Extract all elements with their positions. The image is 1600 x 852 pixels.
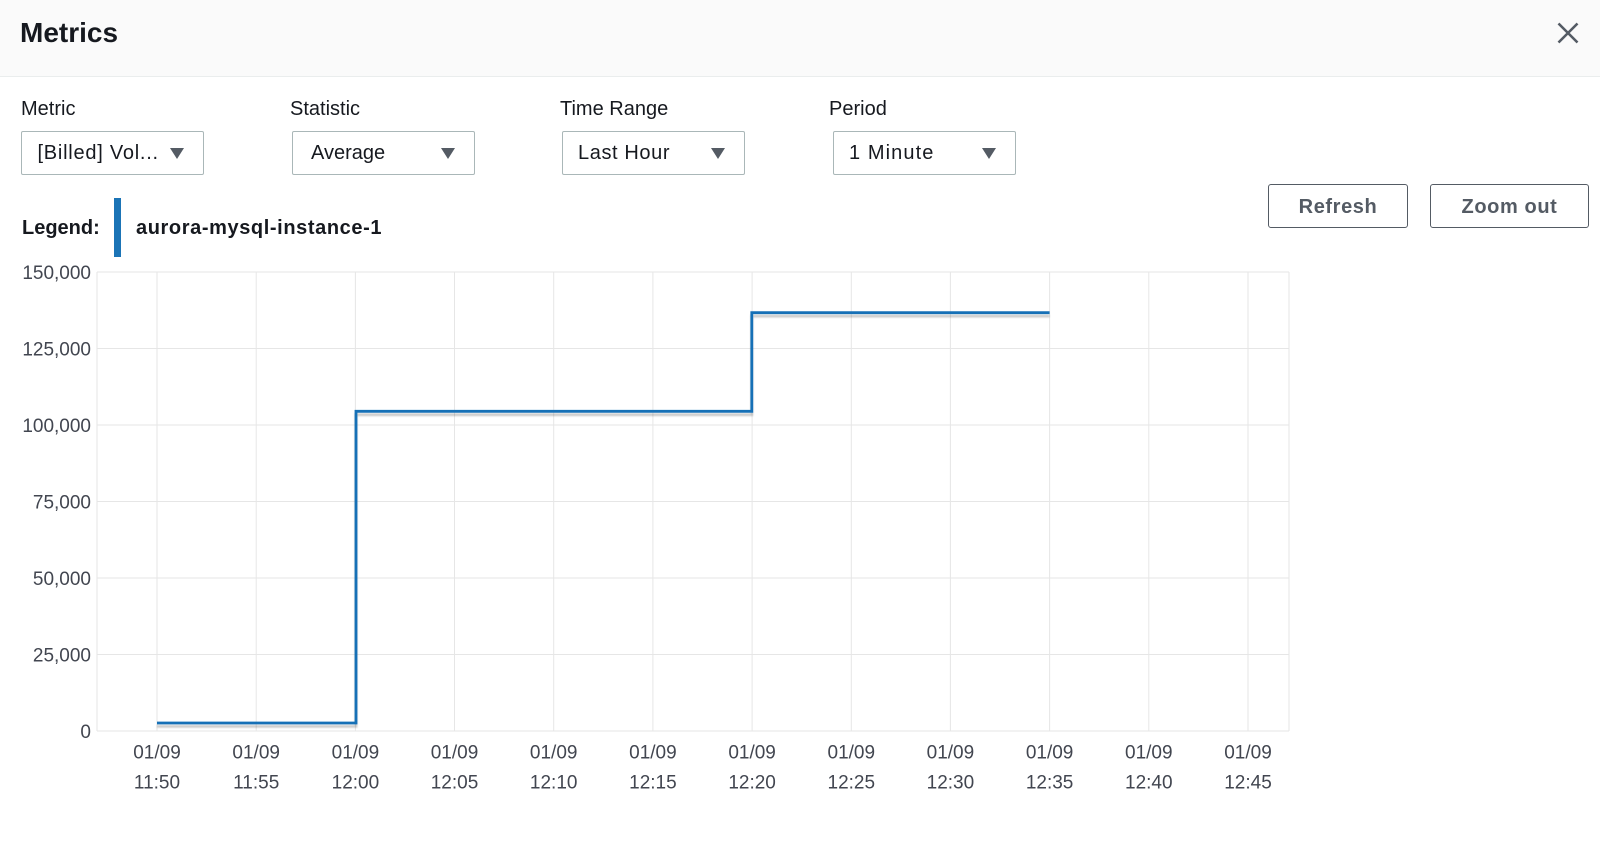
svg-text:12:45: 12:45 (1224, 773, 1272, 794)
svg-text:12:40: 12:40 (1125, 773, 1173, 794)
svg-text:01/09: 01/09 (728, 743, 776, 764)
svg-text:12:35: 12:35 (1026, 773, 1074, 794)
svg-text:01/09: 01/09 (828, 743, 876, 764)
svg-text:125,000: 125,000 (22, 340, 91, 361)
svg-text:12:05: 12:05 (431, 773, 479, 794)
svg-text:01/09: 01/09 (927, 743, 975, 764)
svg-text:12:20: 12:20 (728, 773, 776, 794)
svg-text:12:30: 12:30 (927, 773, 975, 794)
svg-text:01/09: 01/09 (629, 743, 677, 764)
svg-text:12:25: 12:25 (828, 773, 876, 794)
svg-text:12:00: 12:00 (332, 773, 380, 794)
svg-text:12:10: 12:10 (530, 773, 578, 794)
svg-text:01/09: 01/09 (431, 743, 479, 764)
svg-text:25,000: 25,000 (33, 646, 91, 667)
svg-text:01/09: 01/09 (332, 743, 380, 764)
svg-text:50,000: 50,000 (33, 569, 91, 590)
svg-text:01/09: 01/09 (1026, 743, 1074, 764)
svg-text:01/09: 01/09 (1125, 743, 1173, 764)
svg-text:150,000: 150,000 (22, 263, 91, 284)
svg-text:11:50: 11:50 (134, 773, 180, 794)
svg-text:01/09: 01/09 (232, 743, 280, 764)
svg-text:01/09: 01/09 (133, 743, 181, 764)
svg-text:100,000: 100,000 (22, 416, 91, 437)
svg-text:01/09: 01/09 (1224, 743, 1272, 764)
svg-text:11:55: 11:55 (233, 773, 279, 794)
svg-text:0: 0 (80, 722, 91, 743)
svg-text:01/09: 01/09 (530, 743, 578, 764)
svg-text:12:15: 12:15 (629, 773, 677, 794)
svg-text:75,000: 75,000 (33, 493, 91, 514)
